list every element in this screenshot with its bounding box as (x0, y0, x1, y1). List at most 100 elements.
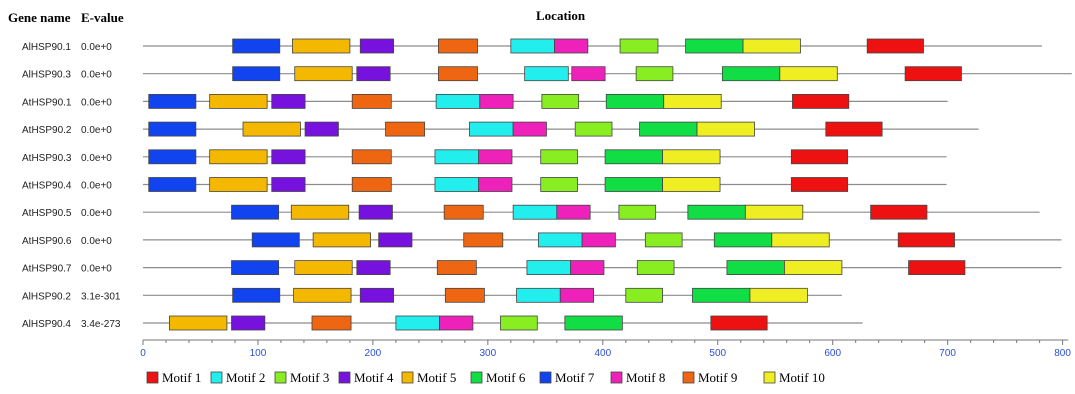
tick-label: 200 (365, 348, 382, 359)
gene-name-header: Gene name (8, 10, 71, 25)
gene-name-label: AtHSP90.3 (22, 153, 72, 164)
motif-5-box (294, 66, 353, 82)
motif-5-box (242, 121, 301, 137)
gene-name-label: AlHSP90.2 (22, 291, 71, 302)
motif-5-box (209, 94, 268, 109)
legend-item: Motif 2 (210, 370, 265, 385)
motif-9-box (351, 149, 392, 165)
motif-3-box (625, 287, 663, 303)
legend-swatch (610, 371, 623, 384)
motif-4-box (271, 177, 306, 192)
legend-item: Motif 5 (401, 370, 456, 385)
motif-4-box (271, 149, 306, 165)
motif-5-box (209, 177, 268, 192)
motif-7-box (148, 94, 197, 109)
gene-row: AlHSP90.1 0.0e+0 (22, 38, 1042, 54)
motif-8-box (478, 177, 513, 192)
legend-label: Motif 5 (417, 370, 456, 385)
motif-7-box (251, 232, 300, 248)
tick-label: 0 (140, 348, 146, 359)
motif-8-box (556, 204, 591, 220)
motif-3-box (636, 260, 675, 276)
gene-name-label: AtHSP90.1 (22, 97, 72, 108)
gene-row: AlHSP90.3 0.0e+0 (22, 66, 1072, 82)
gene-row: AtHSP90.3 0.0e+0 (22, 149, 947, 165)
evalue-label: 0.0e+0 (81, 42, 112, 53)
motif-6-box (685, 38, 744, 54)
motif-5-box (290, 204, 350, 220)
motif-4-box (304, 121, 339, 137)
legend-label: Motif 3 (290, 370, 329, 385)
legend-item: Motif 6 (470, 370, 526, 385)
motif-8-box (559, 287, 595, 303)
gene-row: AlHSP90.4 3.4e-273 (22, 315, 863, 331)
motif-2-box (435, 94, 481, 109)
legend-swatch (470, 371, 483, 384)
motif-10-box (662, 177, 721, 192)
tick-label: 500 (709, 348, 726, 359)
motif-legend: Motif 1 Motif 2 Motif 3 Motif 4 Motif 5 Motif… (146, 370, 825, 385)
gene-name-label: AtHSP90.2 (22, 125, 72, 136)
gene-name-label: AtHSP90.4 (22, 181, 72, 192)
legend-item: Motif 3 (274, 370, 329, 385)
motif-7-box (232, 66, 281, 82)
motif-9-box (438, 38, 478, 54)
motif-8-box (439, 315, 474, 331)
gene-row: AtHSP90.6 0.0e+0 (22, 232, 1062, 248)
gene-name-label: AtHSP90.6 (22, 236, 72, 247)
motif-4-box (359, 38, 394, 54)
motif-1-box (908, 260, 966, 276)
motif-4-box (356, 66, 391, 82)
motif-6-box (604, 177, 663, 192)
tick-label: 100 (250, 348, 267, 359)
evalue-label: 0.0e+0 (81, 97, 112, 108)
legend-label: Motif 8 (626, 370, 665, 385)
legend-swatch (682, 371, 695, 384)
motif-9-box (443, 204, 484, 220)
legend-swatch (274, 371, 287, 384)
motif-4-box (358, 204, 393, 220)
motif-1-box (897, 232, 955, 248)
legend-swatch (338, 371, 351, 384)
location-header: Location (536, 8, 586, 23)
motif-5-box (312, 232, 372, 248)
motif-6-box (713, 232, 773, 248)
legend-item: Motif 4 (338, 370, 394, 385)
motif-6-box (721, 66, 781, 82)
motif-3-box (540, 149, 578, 165)
motif-1-box (866, 38, 924, 54)
motif-6-box (605, 94, 665, 109)
motif-6-box (726, 260, 785, 276)
tick-label: 400 (594, 348, 611, 359)
motif-9-box (444, 287, 485, 303)
motif-8-box (571, 66, 606, 82)
motif-9-box (463, 232, 504, 248)
motif-8-box (570, 260, 605, 276)
legend-item: Motif 10 (763, 370, 825, 385)
evalue-label: 0.0e+0 (81, 70, 112, 81)
motif-10-box (771, 232, 830, 248)
gene-name-label: AlHSP90.3 (22, 70, 71, 81)
motif-3-box (619, 38, 659, 54)
legend-label: Motif 2 (226, 370, 265, 385)
motif-6-box (604, 149, 663, 165)
tick-label: 700 (939, 348, 956, 359)
tick-label: 600 (824, 348, 841, 359)
legend-item: Motif 7 (539, 370, 595, 385)
motif-9-box (351, 177, 392, 192)
motif-7-box (232, 38, 281, 54)
gene-name-label: AlHSP90.1 (22, 42, 71, 53)
evalue-label: 0.0e+0 (81, 153, 112, 164)
motif-8-box (554, 38, 589, 54)
gene-row: AtHSP90.7 0.0e+0 (22, 260, 1062, 276)
motif-3-box (635, 66, 674, 82)
evalue-label: 0.0e+0 (81, 181, 112, 192)
motif-6-box (692, 287, 751, 303)
motif-5-box (292, 38, 351, 54)
motif-3-box (500, 315, 538, 331)
motif-9-box (311, 315, 352, 331)
gene-rows: AlHSP90.1 0.0e+0 AlHSP90.3 0.0e+0 AtHSP90.1 0… (22, 38, 1072, 331)
motif-10-box (696, 121, 755, 137)
evalue-label: 0.0e+0 (81, 208, 112, 219)
